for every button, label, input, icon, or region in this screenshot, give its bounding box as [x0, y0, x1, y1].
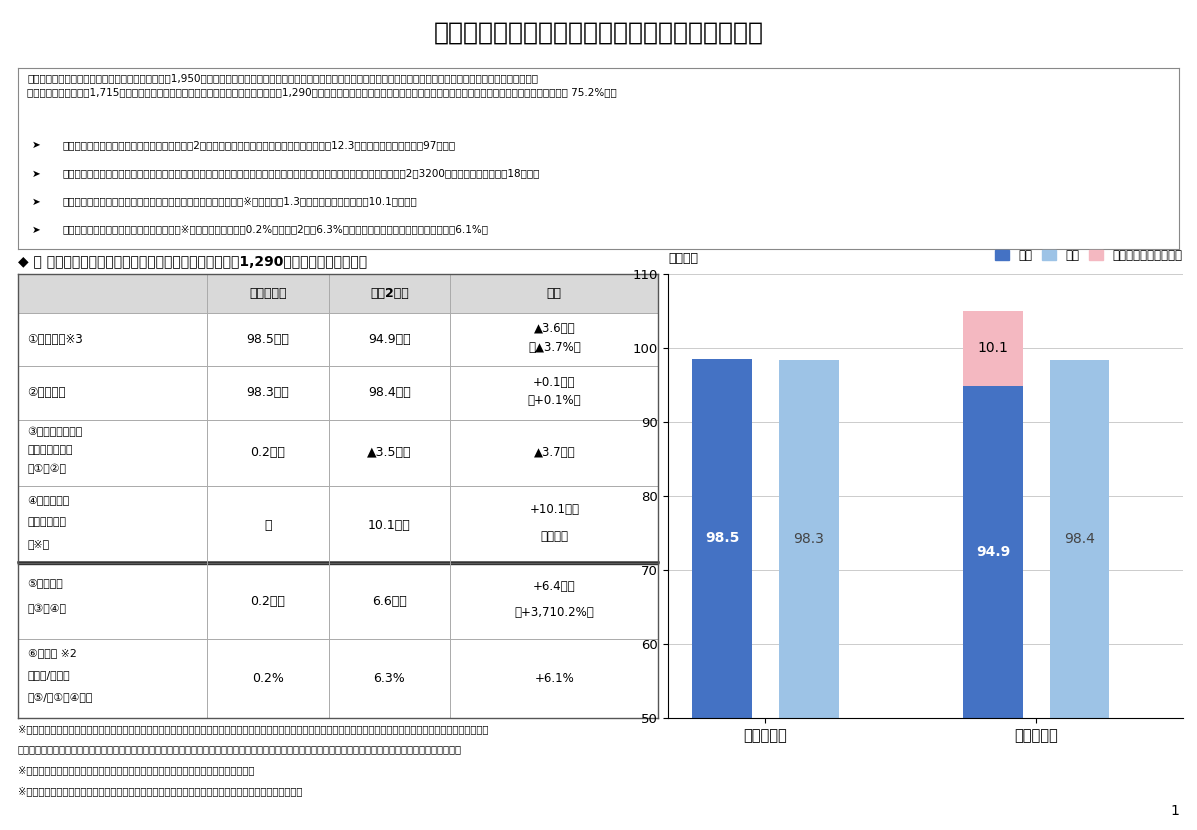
- Text: 緊急支援事業補助実施医療機関において、令和2年度中に入院を受け入れた新型コロナ患者数は12.3万人（１医療機関当たり97人）。: 緊急支援事業補助実施医療機関において、令和2年度中に入院を受け入れた新型コロナ患…: [62, 140, 455, 150]
- Text: 助金のうち、財務諸表において、損益計算書ではなく、貸借対照表に固定資産として計上される金額も含まれる。医療従事者に直接交付される慰労金は除く。: 助金のうち、財務諸表において、損益計算書ではなく、貸借対照表に固定資産として計上…: [18, 745, 462, 754]
- Text: 令和元年度: 令和元年度: [249, 287, 286, 300]
- Bar: [964, 386, 1022, 718]
- Text: 1: 1: [1171, 803, 1179, 818]
- Text: ④新型コロナ: ④新型コロナ: [28, 496, 69, 505]
- Text: ➤: ➤: [32, 197, 41, 207]
- Text: 6.3%: 6.3%: [373, 672, 406, 685]
- Text: +6.4億円: +6.4億円: [533, 580, 576, 593]
- Text: 98.4: 98.4: [1064, 532, 1095, 546]
- Text: 94.9億円: 94.9億円: [367, 333, 411, 346]
- Text: +6.1%: +6.1%: [534, 672, 575, 685]
- Text: 令和２年度に緊急支援事業補助金（１床当たり最大1,950万円の更なる病床確保のための緊急支援）を支給した医療機関に対する厚生労働省によるアンケート調査の結果を集: 令和２年度に緊急支援事業補助金（１床当たり最大1,950万円の更なる病床確保のた…: [28, 74, 616, 97]
- Text: 94.9: 94.9: [976, 544, 1010, 559]
- Text: 関係補助金: 関係補助金: [28, 517, 67, 527]
- Text: 10.1億円: 10.1億円: [367, 519, 411, 531]
- Text: 補助金除く収支: 補助金除く収支: [28, 445, 73, 455]
- Text: ※２　利益率は、医業収益と新型コロナ関係補助金の合計額で医業収支を除いたもの。: ※２ 利益率は、医業収益と新型コロナ関係補助金の合計額で医業収支を除いたもの。: [18, 765, 254, 775]
- Bar: [18, 274, 658, 313]
- Text: +10.1億円: +10.1億円: [529, 503, 579, 516]
- Text: （億円）: （億円）: [668, 252, 698, 265]
- Legend: 収益, 費用, 新型コロナ関係補助金: 収益, 費用, 新型コロナ関係補助金: [990, 244, 1187, 266]
- Bar: [779, 360, 839, 718]
- Text: ➤: ➤: [32, 140, 41, 150]
- Text: （⑤/（①＋④））: （⑤/（①＋④））: [28, 692, 93, 702]
- Text: ➤: ➤: [32, 168, 41, 178]
- Text: 令和2年度: 令和2年度: [370, 287, 408, 300]
- Text: 98.5億円: 98.5億円: [247, 333, 290, 346]
- Text: 98.4億円: 98.4億円: [367, 387, 411, 399]
- Text: ※１: ※１: [28, 539, 50, 549]
- Text: 0.2億円: 0.2億円: [250, 595, 285, 608]
- Text: ②医業費用: ②医業費用: [28, 387, 66, 399]
- Text: ⑤医業収支: ⑤医業収支: [28, 578, 63, 588]
- Text: 増減: 増減: [547, 287, 561, 300]
- Text: 0.2%: 0.2%: [251, 672, 284, 685]
- Text: （+3,710.2%）: （+3,710.2%）: [515, 607, 594, 619]
- Text: ①医業収益※3: ①医業収益※3: [28, 333, 84, 346]
- Text: （①－②）: （①－②）: [28, 464, 67, 474]
- Text: （+0.1%）: （+0.1%）: [528, 394, 581, 408]
- Text: 緊急支援事業補助実施医療機関の収支データ分析: 緊急支援事業補助実施医療機関の収支データ分析: [433, 21, 764, 45]
- Text: +0.1億円: +0.1億円: [533, 376, 576, 388]
- Text: 98.3: 98.3: [794, 532, 825, 546]
- Text: 10.1: 10.1: [978, 341, 1008, 355]
- Text: ※３　医業収益は、新型コロナ関係補助金以外の補助金を含み、新型コロナ関係補助金を控除している。: ※３ 医業収益は、新型コロナ関係補助金以外の補助金を含み、新型コロナ関係補助金を…: [18, 786, 303, 796]
- Text: 6.6億円: 6.6億円: [372, 595, 407, 608]
- Text: 98.3億円: 98.3億円: [247, 387, 290, 399]
- Text: ▲3.7億円: ▲3.7億円: [534, 447, 575, 459]
- Text: ⑥利益率 ※2: ⑥利益率 ※2: [28, 648, 77, 658]
- Text: ◆ １ 緊急支援事業補助実施医療機関当たりの収支状況（1,290の医療機関の平均値）: ◆ １ 緊急支援事業補助実施医療機関当たりの収支状況（1,290の医療機関の平均…: [18, 254, 367, 268]
- Text: ※１　新型コロナ関係補助金は、病床確保料や施設整備等の緊急包括支援交付金事業や緊急支援事業補助金など補正予算や予備費で措置された補助金を集計。施設整備等の補: ※１ 新型コロナ関係補助金は、病床確保料や施設整備等の緊急包括支援交付金事業や緊…: [18, 724, 488, 734]
- Text: （③＋④）: （③＋④）: [28, 604, 67, 614]
- Text: ▲3.6億円: ▲3.6億円: [534, 323, 575, 335]
- Text: 都道府県から要請されて確保した、新型コロナ患者受入病床の緊急支援事業補助実施医療機関での最大時の病床数は合計で2万3200床（１医療機関当たり18床）。: 都道府県から要請されて確保した、新型コロナ患者受入病床の緊急支援事業補助実施医療…: [62, 168, 540, 178]
- Text: 緊急支援事業補助実施医療機関の利益率（※２）は、令和元年度0.2%から令和2年度6.3%に上昇。収支改善率（利益率の変化）＋6.1%。: 緊急支援事業補助実施医療機関の利益率（※２）は、令和元年度0.2%から令和2年度…: [62, 225, 488, 235]
- Text: 98.5: 98.5: [705, 531, 740, 545]
- Text: （▲3.7%）: （▲3.7%）: [528, 341, 581, 354]
- Bar: [964, 311, 1022, 386]
- Text: ③新型コロナ関係: ③新型コロナ関係: [28, 427, 83, 437]
- Bar: [692, 359, 752, 718]
- Text: （収支/収益）: （収支/収益）: [28, 671, 71, 681]
- Text: －: －: [265, 519, 272, 531]
- Text: 0.2億円: 0.2億円: [250, 447, 285, 459]
- Text: ➤: ➤: [32, 225, 41, 235]
- Bar: [1050, 359, 1110, 718]
- Text: 緊急支援事業補助実施医療機関が受けた新型コロナ関係補助金（※１）は総額1.3兆円（１医療機関当たり10.1億円）。: 緊急支援事業補助実施医療機関が受けた新型コロナ関係補助金（※１）は総額1.3兆円…: [62, 197, 417, 207]
- Text: ▲3.5億円: ▲3.5億円: [367, 447, 412, 459]
- Text: （皆増）: （皆増）: [540, 530, 569, 543]
